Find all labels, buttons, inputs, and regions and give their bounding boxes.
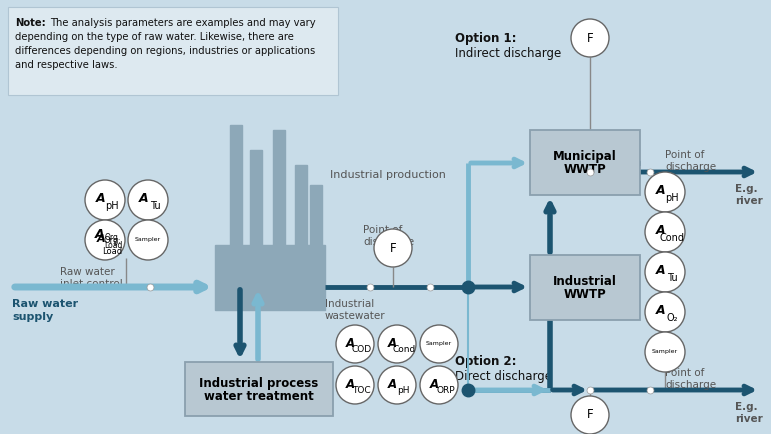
Text: A: A (346, 378, 355, 391)
Circle shape (645, 332, 685, 372)
Text: pH: pH (105, 201, 119, 211)
Text: Industrial production: Industrial production (330, 170, 446, 180)
Circle shape (645, 252, 685, 292)
Circle shape (374, 229, 412, 267)
FancyBboxPatch shape (530, 255, 640, 320)
Circle shape (645, 172, 685, 212)
Circle shape (336, 325, 374, 363)
Text: depending on the type of raw water. Likewise, there are: depending on the type of raw water. Like… (15, 32, 294, 42)
Text: Industrial: Industrial (553, 275, 617, 288)
Text: TOC: TOC (352, 386, 371, 395)
Text: A: A (95, 228, 105, 241)
Text: discharge: discharge (665, 380, 716, 390)
Text: E.g.
river: E.g. river (735, 184, 763, 206)
Bar (295, 165, 307, 245)
Circle shape (85, 220, 125, 260)
FancyBboxPatch shape (8, 7, 338, 95)
Text: Point of: Point of (665, 150, 705, 160)
Text: Cond: Cond (392, 345, 416, 354)
Circle shape (571, 396, 609, 434)
Text: COD: COD (352, 345, 372, 354)
Circle shape (85, 180, 125, 220)
Text: Option 1:: Option 1: (455, 32, 517, 45)
Text: E.g.
river: E.g. river (735, 402, 763, 424)
Text: A: A (656, 305, 665, 318)
Text: Note:: Note: (15, 18, 45, 28)
Circle shape (571, 19, 609, 57)
Text: wastewater: wastewater (325, 311, 386, 321)
Text: Raw water: Raw water (12, 299, 78, 309)
Circle shape (645, 212, 685, 252)
Text: Org.: Org. (105, 233, 121, 243)
Text: Municipal: Municipal (553, 150, 617, 163)
Bar (250, 150, 262, 245)
Text: inlet control: inlet control (60, 279, 123, 289)
Text: The analysis parameters are examples and may vary: The analysis parameters are examples and… (50, 18, 315, 28)
Circle shape (378, 366, 416, 404)
Text: A: A (656, 184, 665, 197)
Circle shape (128, 180, 168, 220)
Text: Org.
Load: Org. Load (102, 236, 122, 256)
Text: WWTP: WWTP (564, 288, 606, 301)
Circle shape (336, 366, 374, 404)
Text: ORP: ORP (436, 386, 455, 395)
Bar (273, 130, 285, 245)
Text: A: A (346, 336, 355, 349)
Text: A: A (656, 264, 665, 277)
Text: F: F (389, 241, 396, 254)
Text: A: A (139, 193, 148, 206)
FancyBboxPatch shape (185, 362, 333, 416)
Circle shape (85, 220, 125, 260)
Text: Tu: Tu (150, 201, 160, 211)
Text: differences depending on regions, industries or applications: differences depending on regions, indust… (15, 46, 315, 56)
Text: Point of: Point of (665, 368, 705, 378)
Text: A: A (96, 234, 105, 244)
Text: Sampler: Sampler (135, 237, 161, 243)
Text: A: A (656, 224, 665, 237)
Bar (230, 125, 242, 245)
Text: Sampler: Sampler (652, 349, 678, 355)
Text: Industrial: Industrial (325, 299, 374, 309)
Circle shape (128, 220, 168, 260)
Text: Cond: Cond (659, 233, 685, 243)
Text: Option 2:: Option 2: (455, 355, 517, 368)
Circle shape (645, 292, 685, 332)
Text: F: F (587, 32, 594, 45)
Circle shape (378, 325, 416, 363)
Text: discharge: discharge (665, 162, 716, 172)
Bar (215, 245, 325, 310)
Text: O₂: O₂ (666, 313, 678, 323)
Text: F: F (587, 408, 594, 421)
Text: pH: pH (397, 386, 410, 395)
Text: Raw water: Raw water (60, 267, 115, 277)
Circle shape (420, 366, 458, 404)
Bar (310, 185, 322, 245)
Text: WWTP: WWTP (564, 163, 606, 176)
Text: Industrial process: Industrial process (200, 377, 318, 389)
Text: and respective laws.: and respective laws. (15, 60, 118, 70)
Text: Tu: Tu (667, 273, 677, 283)
Text: supply: supply (12, 312, 53, 322)
Text: A: A (96, 193, 106, 206)
Text: Point of: Point of (363, 225, 402, 235)
Text: Direct discharge: Direct discharge (455, 370, 552, 383)
Text: A: A (430, 378, 439, 391)
Text: water treatment: water treatment (204, 389, 314, 402)
Text: Indirect discharge: Indirect discharge (455, 47, 561, 60)
Text: Load: Load (104, 241, 122, 250)
Text: Sampler: Sampler (426, 342, 452, 346)
Text: A: A (389, 378, 397, 391)
Text: pH: pH (665, 193, 678, 203)
Circle shape (420, 325, 458, 363)
FancyBboxPatch shape (530, 130, 640, 195)
Text: A: A (389, 336, 397, 349)
Text: discharge: discharge (363, 237, 414, 247)
